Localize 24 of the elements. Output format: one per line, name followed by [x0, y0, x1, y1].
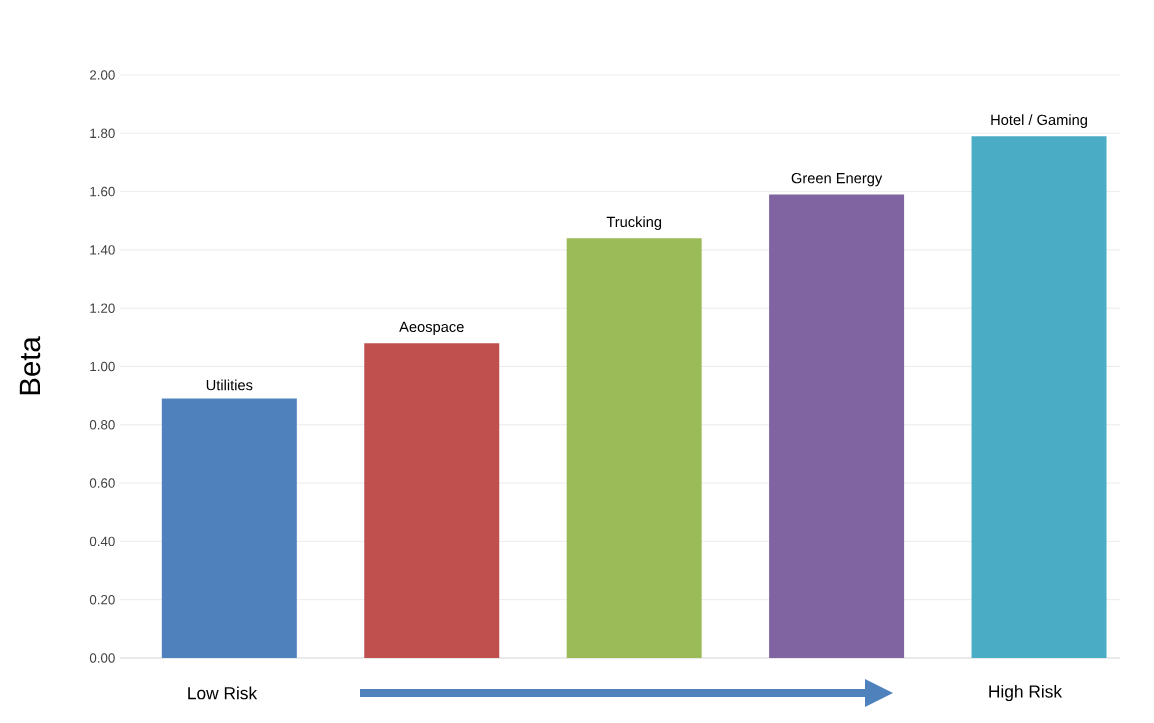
y-tick-label: 1.20 [90, 303, 115, 313]
y-tick-label: 0.60 [89, 478, 115, 488]
bar [769, 194, 905, 658]
x-tick-label: Trucking [606, 216, 662, 230]
y-tick-label: 0.00 [89, 653, 115, 663]
x-tick-label: Aeospace [399, 321, 464, 335]
y-tick-label: 0.20 [89, 594, 115, 605]
x-tick-label: Utilities [206, 379, 253, 391]
bar [364, 343, 500, 658]
y-axis-title: Beta [19, 336, 41, 395]
bar [566, 238, 702, 658]
y-tick-label: 1.00 [90, 361, 115, 372]
y-tick-label: 0.80 [89, 420, 115, 430]
y-tick-label: 1.60 [90, 186, 115, 197]
text: High Risk [989, 684, 1063, 702]
y-tick-label: 1.80 [90, 128, 115, 138]
y-tick-label: 2.00 [90, 70, 115, 80]
x-tick-label: Hotel / Gaming [991, 114, 1087, 128]
x-tick-label: Green Energy [791, 172, 883, 187]
y-tick-label: 1.40 [90, 245, 115, 255]
bar [161, 398, 297, 658]
y-tick-label: 0.40 [89, 536, 115, 547]
bar [971, 136, 1107, 658]
text: Low Risk [188, 686, 258, 700]
